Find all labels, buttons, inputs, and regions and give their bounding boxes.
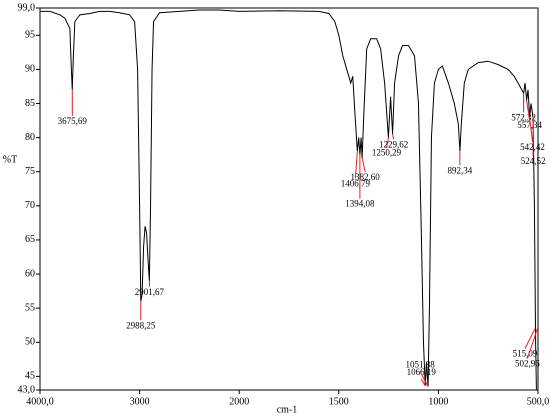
y-tick-label: 50 [25,337,35,348]
peak-label: 1051,88 [405,360,435,370]
peak-marker [386,137,390,148]
x-axis-label: cm-1 [277,404,298,415]
y-tick-label: 75 [25,166,35,177]
peak-marker [529,117,534,143]
y-tick-label: 90 [25,64,35,75]
peak-label: 502,96 [515,359,540,369]
peak-label: 1382,60 [351,172,381,182]
peak-marker [526,328,538,359]
peak-label: 1394,08 [345,199,375,209]
peak-label: 1066,19 [407,367,437,377]
plot-frame [39,7,539,391]
y-tick-label: 99,0 [18,2,36,13]
y-tick-label: 55 [25,302,35,313]
x-tick-label: 500,0 [527,396,550,407]
y-tick-label: 45 [25,371,35,382]
peak-marker [392,134,395,140]
y-tick-label: 60 [25,268,35,279]
x-tick-label: 3000 [130,396,150,407]
peak-label: 2988,25 [126,320,156,330]
peak-marker [361,157,366,173]
y-tick-label: 95 [25,30,35,41]
peak-label: 3675,69 [58,116,88,126]
peak-label: 524,52 [521,156,546,166]
y-axis-label: %T [3,154,17,165]
y-tick-label: 80 [25,132,35,143]
y-tick-label: 70 [25,200,35,211]
peak-label: 572,32 [511,112,536,122]
y-tick-label: 85 [25,98,35,109]
peak-marker [524,328,536,349]
peak-label: 557,34 [517,120,542,130]
y-tick-label: 43,0 [18,384,36,395]
peak-marker [354,151,358,179]
peak-marker [526,100,531,121]
y-tick-label: 65 [25,234,35,245]
peak-label: 1250,29 [372,148,402,158]
peak-label: 2901,67 [135,287,165,297]
spectrum-line [40,9,538,391]
x-tick-label: 2000 [229,396,249,407]
x-tick-label: 1000 [428,396,448,407]
peak-label: 1229,62 [379,139,408,149]
peak-marker [420,378,426,387]
x-tick-label: 1500 [329,396,349,407]
x-tick-label: 4000,0 [26,396,54,407]
peak-label: 892,34 [447,165,472,175]
peak-label: 542,42 [520,142,545,152]
peak-marker [419,371,429,387]
peak-label: 1406,79 [341,178,371,188]
peak-label: 515,09 [513,349,538,359]
